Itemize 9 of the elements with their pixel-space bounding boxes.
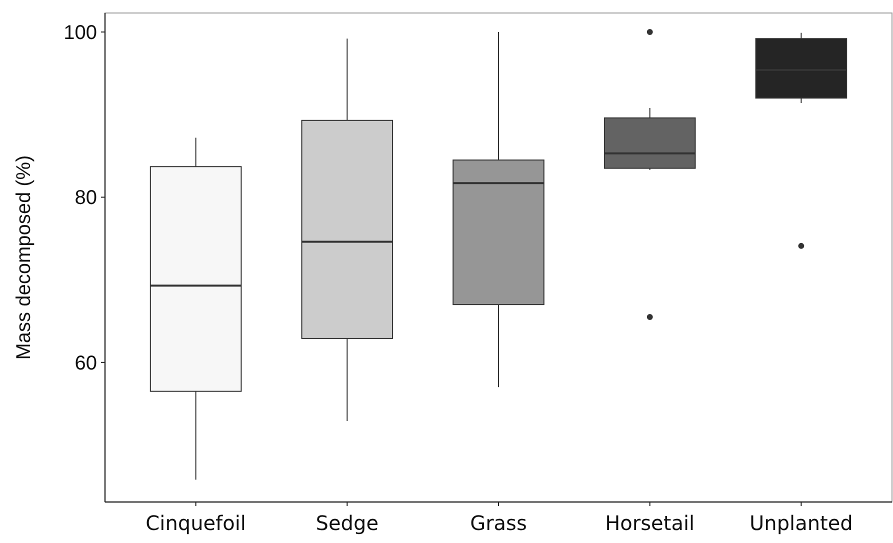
x-tick-label: Horsetail — [605, 511, 695, 535]
x-tick-label: Unplanted — [750, 511, 853, 535]
y-axis-title: Mass decomposed (%) — [13, 155, 35, 360]
y-tick-label: 60 — [74, 352, 97, 374]
y-tick-label: 100 — [64, 22, 97, 44]
x-tick-label: Sedge — [316, 511, 379, 535]
x-tick-label: Grass — [470, 511, 527, 535]
y-tick-label: 80 — [74, 187, 97, 210]
x-tick-label: Cinquefoil — [146, 511, 246, 535]
